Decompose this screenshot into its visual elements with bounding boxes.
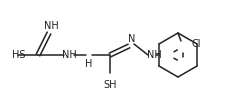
Text: NH: NH — [62, 50, 76, 60]
Text: Cl: Cl — [191, 39, 201, 49]
Text: SH: SH — [103, 80, 117, 90]
Text: NH: NH — [147, 50, 161, 60]
Text: H: H — [85, 59, 93, 69]
Text: N: N — [128, 34, 136, 44]
Text: NH: NH — [44, 21, 58, 31]
Text: HS: HS — [12, 50, 25, 60]
